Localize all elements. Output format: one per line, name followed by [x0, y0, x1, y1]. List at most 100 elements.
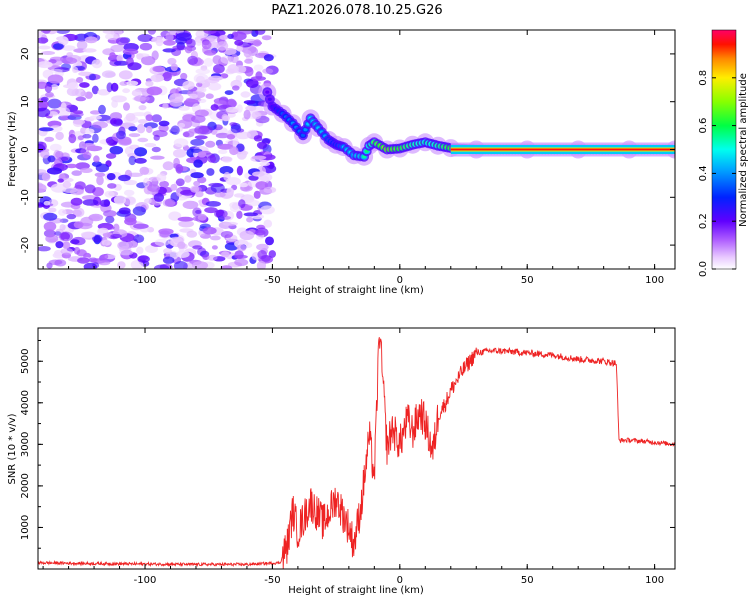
- noise-blob: [246, 216, 254, 223]
- noise-blob: [57, 178, 64, 183]
- signal-core: [265, 90, 270, 94]
- noise-blob: [109, 52, 116, 59]
- noise-blob: [146, 86, 163, 96]
- noise-blob: [240, 91, 251, 98]
- noise-blob: [159, 180, 170, 188]
- noise-blob: [77, 135, 84, 141]
- noise-blob: [243, 212, 258, 217]
- noise-blob: [229, 205, 242, 213]
- noise-blob: [162, 198, 176, 207]
- noise-blob: [162, 256, 175, 264]
- noise-blob: [162, 103, 169, 109]
- noise-blob: [194, 135, 208, 140]
- noise-blob: [47, 111, 59, 117]
- noise-blob: [62, 241, 71, 249]
- noise-blob: [68, 133, 77, 144]
- noise-blob: [73, 246, 81, 255]
- noise-blob: [146, 125, 153, 134]
- noise-blob: [186, 230, 198, 238]
- noise-blob: [150, 155, 165, 160]
- noise-blob: [261, 154, 276, 161]
- noise-blob: [226, 187, 234, 196]
- noise-blob: [225, 106, 240, 113]
- noise-blob: [123, 102, 130, 111]
- noise-blob: [192, 261, 209, 269]
- noise-blob: [38, 127, 54, 132]
- noise-blob: [80, 127, 87, 134]
- noise-blob: [50, 183, 67, 193]
- noise-blob: [93, 155, 100, 163]
- noise-blob: [213, 64, 225, 74]
- snr-xtick-label: -50: [264, 575, 280, 586]
- noise-blob: [190, 172, 204, 179]
- noise-blob: [117, 261, 126, 269]
- noise-blob: [123, 196, 137, 206]
- noise-blob: [139, 166, 150, 175]
- noise-blob: [207, 254, 218, 261]
- band-core: [450, 148, 675, 151]
- spectrogram-marks: [38, 30, 675, 269]
- noise-blob: [137, 255, 150, 263]
- noise-blob: [66, 213, 77, 220]
- noise-blob: [38, 37, 49, 44]
- noise-blob: [130, 260, 144, 269]
- noise-blob: [119, 81, 128, 86]
- noise-blob: [205, 93, 214, 99]
- noise-blob: [252, 39, 262, 47]
- colorbar-tick-label: 0.0: [698, 261, 709, 277]
- noise-blob: [233, 193, 245, 198]
- figure-title: PAZ1.2026.078.10.25.G26: [271, 3, 442, 18]
- noise-blob: [46, 167, 63, 175]
- snr-ytick-label: 1000: [20, 515, 31, 540]
- noise-blob: [144, 198, 153, 204]
- snr-ylabel: SNR (10 * v/v): [7, 413, 18, 484]
- spectrogram-xlabel: Height of straight line (km): [288, 285, 424, 296]
- noise-blob: [178, 105, 190, 111]
- noise-blob: [38, 183, 47, 193]
- noise-blob: [184, 175, 192, 183]
- noise-blob: [101, 254, 109, 260]
- noise-blob: [134, 147, 148, 157]
- noise-blob: [192, 245, 203, 250]
- noise-blob: [204, 207, 218, 214]
- noise-blob: [239, 182, 248, 188]
- noise-blob: [196, 82, 203, 88]
- noise-blob: [156, 173, 167, 182]
- noise-blob: [196, 86, 207, 93]
- noise-blob: [226, 177, 241, 186]
- noise-blob: [55, 30, 70, 34]
- noise-blob: [191, 115, 206, 123]
- noise-blob: [103, 210, 117, 218]
- noise-blob: [215, 132, 230, 139]
- noise-blob: [173, 261, 188, 269]
- noise-blob: [263, 186, 277, 194]
- noise-blob: [123, 115, 139, 124]
- noise-blob: [256, 141, 268, 149]
- noise-blob: [110, 44, 125, 53]
- noise-blob: [219, 34, 229, 40]
- noise-blob: [80, 167, 93, 173]
- noise-blob: [227, 33, 234, 40]
- noise-blob: [230, 124, 242, 134]
- noise-blob: [153, 193, 165, 202]
- noise-blob: [177, 241, 186, 249]
- noise-blob: [208, 75, 224, 81]
- noise-blob: [235, 75, 242, 82]
- noise-blob: [52, 43, 64, 50]
- noise-blob: [219, 166, 234, 175]
- noise-blob: [170, 125, 180, 135]
- noise-blob: [169, 93, 184, 104]
- noise-blob: [253, 64, 264, 71]
- noise-blob: [43, 212, 58, 221]
- noise-blob: [194, 109, 209, 117]
- noise-blob: [195, 38, 202, 46]
- noise-blob: [195, 75, 206, 84]
- noise-blob: [133, 223, 149, 229]
- noise-blob: [99, 199, 111, 207]
- noise-blob: [190, 138, 205, 146]
- noise-blob: [97, 89, 110, 96]
- noise-blob: [122, 48, 139, 55]
- noise-blob: [61, 45, 76, 51]
- noise-blob: [69, 111, 84, 118]
